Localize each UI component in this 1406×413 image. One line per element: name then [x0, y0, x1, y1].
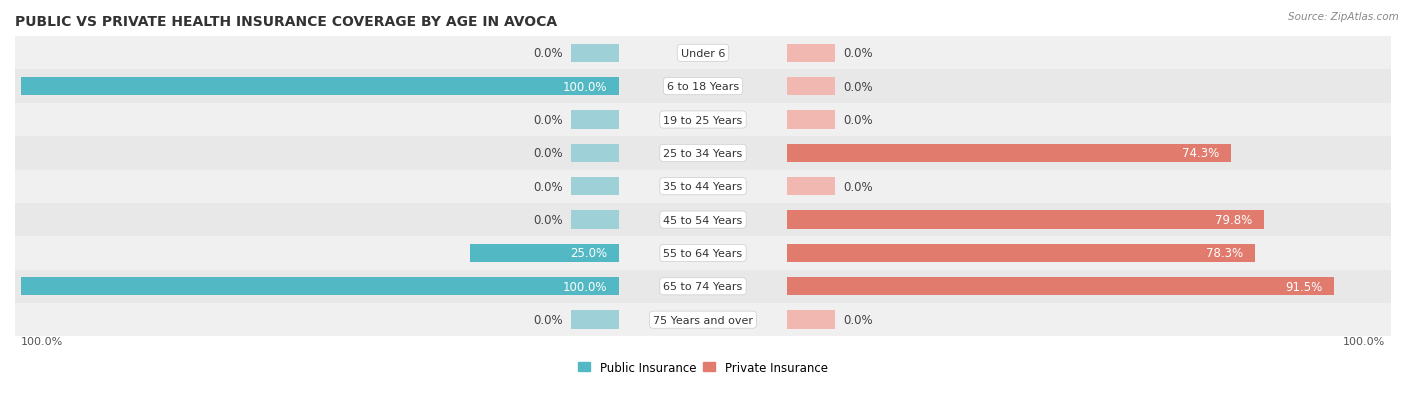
- Bar: [15, 170, 1391, 204]
- Bar: [571, 311, 619, 329]
- Bar: [787, 178, 835, 196]
- Text: 0.0%: 0.0%: [533, 313, 562, 326]
- Bar: [15, 70, 1391, 104]
- Bar: [571, 111, 619, 129]
- Text: 6 to 18 Years: 6 to 18 Years: [666, 82, 740, 92]
- Bar: [787, 144, 1232, 163]
- Text: 74.3%: 74.3%: [1182, 147, 1219, 160]
- Text: 0.0%: 0.0%: [844, 180, 873, 193]
- Bar: [15, 37, 1391, 70]
- Bar: [15, 237, 1391, 270]
- Text: 45 to 54 Years: 45 to 54 Years: [664, 215, 742, 225]
- Text: 78.3%: 78.3%: [1206, 247, 1243, 260]
- Bar: [15, 204, 1391, 237]
- Bar: [470, 244, 619, 263]
- Text: 91.5%: 91.5%: [1285, 280, 1322, 293]
- Text: 0.0%: 0.0%: [533, 147, 562, 160]
- Bar: [787, 45, 835, 63]
- Text: 65 to 74 Years: 65 to 74 Years: [664, 282, 742, 292]
- Bar: [15, 303, 1391, 337]
- Bar: [787, 278, 1334, 296]
- Text: 100.0%: 100.0%: [562, 280, 607, 293]
- Text: 0.0%: 0.0%: [533, 180, 562, 193]
- Text: Source: ZipAtlas.com: Source: ZipAtlas.com: [1288, 12, 1399, 22]
- Text: 100.0%: 100.0%: [562, 81, 607, 93]
- Legend: Public Insurance, Private Insurance: Public Insurance, Private Insurance: [574, 356, 832, 379]
- Text: 25.0%: 25.0%: [571, 247, 607, 260]
- Text: 100.0%: 100.0%: [1343, 337, 1385, 347]
- Text: 100.0%: 100.0%: [21, 337, 63, 347]
- Bar: [787, 78, 835, 96]
- Bar: [15, 104, 1391, 137]
- Bar: [787, 311, 835, 329]
- Bar: [21, 78, 619, 96]
- Text: 79.8%: 79.8%: [1215, 214, 1253, 227]
- Text: PUBLIC VS PRIVATE HEALTH INSURANCE COVERAGE BY AGE IN AVOCA: PUBLIC VS PRIVATE HEALTH INSURANCE COVER…: [15, 15, 557, 29]
- Text: Under 6: Under 6: [681, 49, 725, 59]
- Text: 19 to 25 Years: 19 to 25 Years: [664, 115, 742, 125]
- Text: 0.0%: 0.0%: [844, 114, 873, 127]
- Text: 0.0%: 0.0%: [844, 81, 873, 93]
- Bar: [571, 144, 619, 163]
- Text: 0.0%: 0.0%: [533, 214, 562, 227]
- Text: 25 to 34 Years: 25 to 34 Years: [664, 149, 742, 159]
- Text: 0.0%: 0.0%: [533, 114, 562, 127]
- Bar: [21, 278, 619, 296]
- Text: 35 to 44 Years: 35 to 44 Years: [664, 182, 742, 192]
- Bar: [787, 111, 835, 129]
- Bar: [15, 270, 1391, 303]
- Bar: [15, 137, 1391, 170]
- Text: 0.0%: 0.0%: [844, 313, 873, 326]
- Text: 0.0%: 0.0%: [533, 47, 562, 60]
- Bar: [787, 244, 1256, 263]
- Bar: [787, 211, 1264, 229]
- Bar: [571, 45, 619, 63]
- Text: 0.0%: 0.0%: [844, 47, 873, 60]
- Text: 75 Years and over: 75 Years and over: [652, 315, 754, 325]
- Bar: [571, 178, 619, 196]
- Bar: [571, 211, 619, 229]
- Text: 55 to 64 Years: 55 to 64 Years: [664, 248, 742, 258]
